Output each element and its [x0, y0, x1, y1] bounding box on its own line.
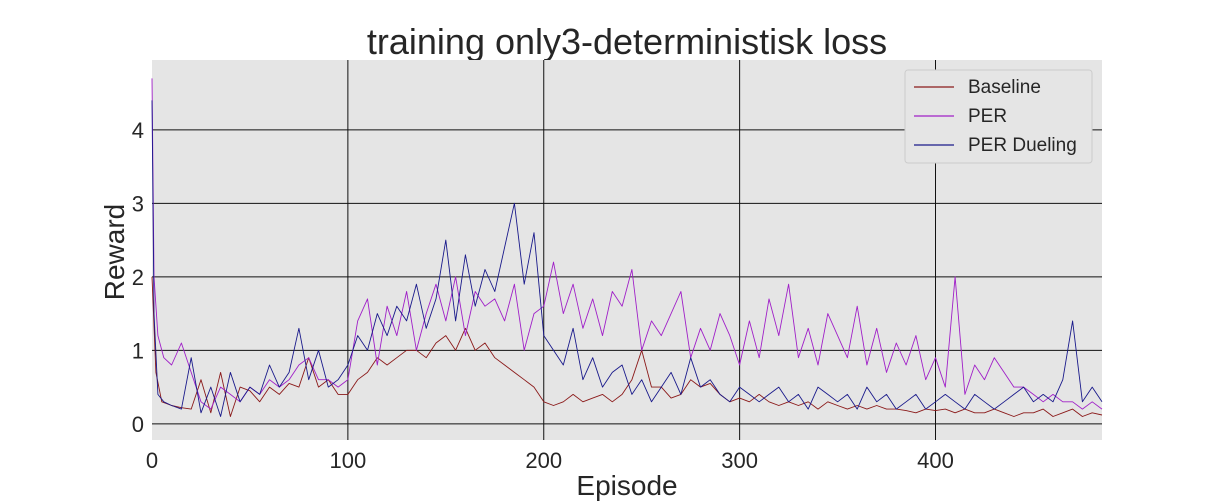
x-axis-label: Episode — [576, 470, 677, 501]
legend-label: PER Dueling — [968, 135, 1077, 156]
x-tick-label: 300 — [721, 448, 758, 473]
y-tick-label: 0 — [132, 412, 144, 437]
legend: Baseline PER PER Dueling — [904, 69, 1093, 164]
series-line-per — [151, 78, 1103, 410]
chart-title: training only3-deterministisk loss — [367, 21, 887, 62]
y-tick-label: 2 — [132, 265, 144, 290]
legend-box — [904, 69, 1093, 164]
x-tick-label: 400 — [917, 448, 954, 473]
series-line-baseline — [151, 276, 1103, 417]
y-tick-label: 1 — [132, 338, 144, 363]
y-tick-label: 4 — [132, 118, 144, 143]
legend-label: Baseline — [968, 77, 1041, 98]
y-axis-label: Reward — [99, 204, 130, 300]
y-tick-label: 3 — [132, 191, 144, 216]
x-tick-labels: 0 100 200 300 400 — [146, 448, 954, 473]
series-line-per-dueling — [151, 100, 1103, 417]
y-tick-labels: 0 1 2 3 4 — [132, 118, 144, 437]
x-tick-label: 0 — [146, 448, 158, 473]
legend-label: PER — [968, 106, 1007, 127]
x-tick-label: 200 — [525, 448, 562, 473]
x-tick-label: 100 — [330, 448, 367, 473]
series-lines — [151, 78, 1103, 417]
